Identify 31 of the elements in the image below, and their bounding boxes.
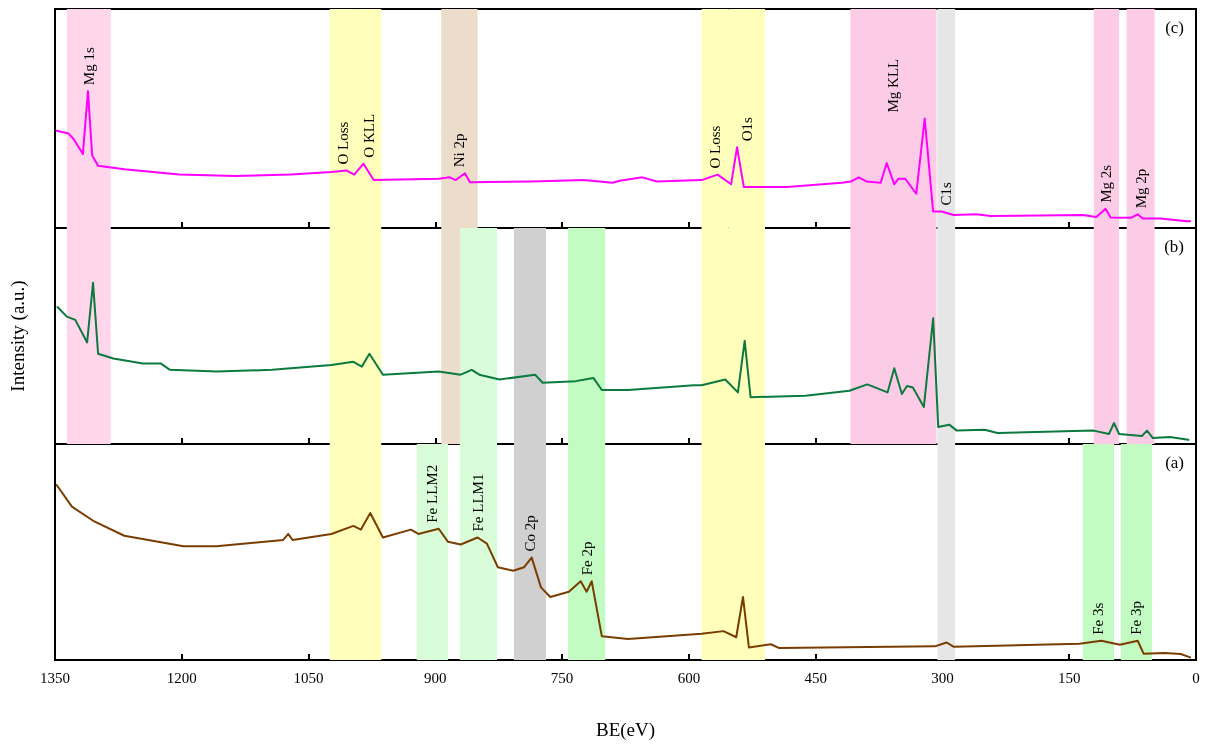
x-tick-label: 450	[804, 669, 827, 686]
band-label: O1s	[738, 116, 755, 142]
text: (a)	[1165, 453, 1185, 472]
x-tick-label: 750	[550, 669, 574, 686]
band-label: Mg KLL	[885, 58, 902, 113]
x-tick-label: 300	[931, 669, 954, 686]
x-tick-label: 1200	[166, 669, 197, 686]
band-label: Ni 2p	[451, 133, 468, 168]
band-label: Fe LLM2	[424, 464, 441, 523]
x-tick-label: 0	[1192, 669, 1200, 686]
text: (b)	[1164, 237, 1185, 256]
band-label: O Loss	[334, 121, 351, 165]
band-label: Fe 3p	[1128, 601, 1145, 635]
y-axis-title: Intensity (a.u.)	[7, 280, 29, 392]
band-label: Mg 2p	[1132, 168, 1149, 209]
x-tick-label: 150	[1057, 669, 1081, 686]
x-tick-label: 900	[424, 669, 447, 686]
x-tick-label: 1350	[40, 669, 70, 686]
band-label: O Loss	[707, 125, 724, 169]
band-label: Mg 1s	[80, 47, 97, 86]
text: (c)	[1165, 18, 1185, 37]
x-axis-title: BE(eV)	[595, 719, 656, 741]
x-tick-label: 1050	[293, 669, 324, 686]
band-label: Co 2p	[521, 515, 538, 552]
band-label: Fe 2p	[578, 541, 595, 576]
x-tick-label: 600	[677, 669, 701, 686]
band-label: Mg 2s	[1098, 164, 1115, 203]
band-label: O KLL	[360, 113, 377, 158]
band-label: C1s	[938, 182, 955, 206]
band-label: Fe LLM1	[470, 473, 487, 532]
band-label: Fe 3s	[1090, 602, 1107, 635]
